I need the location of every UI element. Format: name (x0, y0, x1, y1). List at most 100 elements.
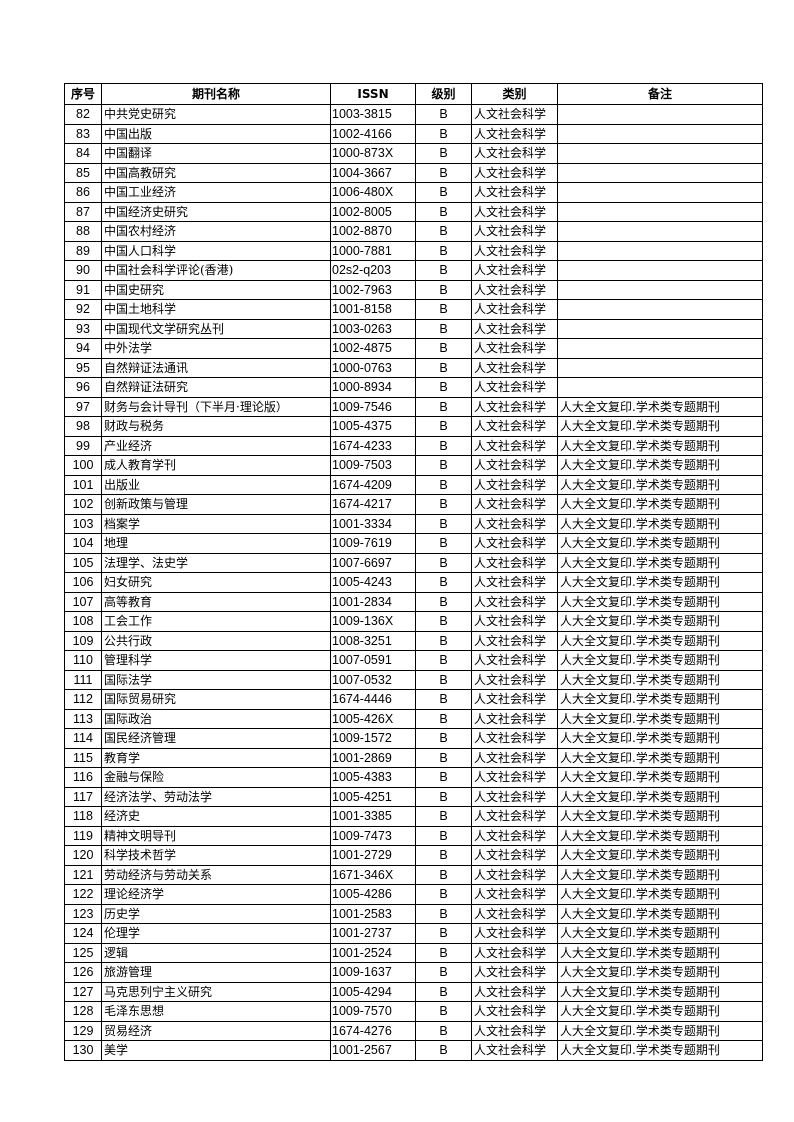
issn-cell: 1674-4233 (330, 435, 416, 456)
remarks-cell: 人大全文复印.学术类专题期刊 (557, 591, 763, 612)
journal-name-cell: 出版业 (101, 474, 331, 495)
table-row: 84 中国翻译 1000-873X B 人文社会科学 (64, 143, 763, 164)
issn-cell: 1005-4294 (330, 981, 416, 1002)
remarks-cell: 人大全文复印.学术类专题期刊 (557, 689, 763, 710)
category-cell: 人文社会科学 (471, 981, 558, 1002)
category-cell: 人文社会科学 (471, 1040, 558, 1061)
remarks-cell (557, 377, 763, 398)
issn-cell: 1005-4251 (330, 786, 416, 807)
level-cell: B (415, 494, 472, 515)
level-cell: B (415, 552, 472, 573)
row-index-cell: 99 (64, 435, 102, 456)
remarks-cell: 人大全文复印.学术类专题期刊 (557, 864, 763, 885)
journal-name-cell: 自然辩证法通讯 (101, 357, 331, 378)
remarks-cell: 人大全文复印.学术类专题期刊 (557, 533, 763, 554)
issn-cell: 1005-4375 (330, 416, 416, 437)
table-row: 92 中国土地科学 1001-8158 B 人文社会科学 (64, 299, 763, 320)
remarks-cell: 人大全文复印.学术类专题期刊 (557, 435, 763, 456)
table-row: 118 经济史 1001-3385 B 人文社会科学 人大全文复印.学术类专题期刊 (64, 806, 763, 827)
row-index-cell: 109 (64, 630, 102, 651)
journal-name-cell: 成人教育学刊 (101, 455, 331, 476)
issn-cell: 1005-4286 (330, 884, 416, 905)
level-cell: B (415, 825, 472, 846)
table-row: 110 管理科学 1007-0591 B 人文社会科学 人大全文复印.学术类专题期刊 (64, 650, 763, 671)
category-cell: 人文社会科学 (471, 260, 558, 281)
level-cell: B (415, 806, 472, 827)
issn-cell: 02s2-q203 (330, 260, 416, 281)
level-cell: B (415, 377, 472, 398)
category-cell: 人文社会科学 (471, 240, 558, 261)
level-cell: B (415, 591, 472, 612)
table-row: 94 中外法学 1002-4875 B 人文社会科学 (64, 338, 763, 359)
row-index-cell: 128 (64, 1001, 102, 1022)
remarks-cell: 人大全文复印.学术类专题期刊 (557, 728, 763, 749)
issn-cell: 1004-3667 (330, 162, 416, 183)
level-cell: B (415, 669, 472, 690)
row-index-cell: 118 (64, 806, 102, 827)
journal-name-cell: 国际贸易研究 (101, 689, 331, 710)
level-cell: B (415, 435, 472, 456)
issn-cell: 1000-0763 (330, 357, 416, 378)
issn-cell: 1009-7546 (330, 396, 416, 417)
journal-name-cell: 历史学 (101, 903, 331, 924)
table-row: 116 金融与保险 1005-4383 B 人文社会科学 人大全文复印.学术类专题期刊 (64, 767, 763, 788)
issn-cell: 1009-1637 (330, 962, 416, 983)
issn-cell: 1000-873X (330, 143, 416, 164)
category-cell: 人文社会科学 (471, 338, 558, 359)
header-level: 级别 (415, 83, 472, 105)
issn-cell: 1001-2524 (330, 942, 416, 963)
remarks-cell (557, 104, 763, 125)
category-cell: 人文社会科学 (471, 669, 558, 690)
category-cell: 人文社会科学 (471, 143, 558, 164)
journal-name-cell: 毛泽东思想 (101, 1001, 331, 1022)
journal-name-cell: 档案学 (101, 513, 331, 534)
level-cell: B (415, 123, 472, 144)
table-row: 109 公共行政 1008-3251 B 人文社会科学 人大全文复印.学术类专题期刊 (64, 630, 763, 651)
category-cell: 人文社会科学 (471, 767, 558, 788)
row-index-cell: 97 (64, 396, 102, 417)
table-row: 120 科学技术哲学 1001-2729 B 人文社会科学 人大全文复印.学术类专题期刊 (64, 845, 763, 866)
issn-cell: 1674-4276 (330, 1020, 416, 1041)
journal-name-cell: 中国土地科学 (101, 299, 331, 320)
category-cell: 人文社会科学 (471, 708, 558, 729)
row-index-cell: 125 (64, 942, 102, 963)
header-row: 序号 期刊名称 ISSN 级别 类别 备注 (64, 83, 763, 105)
journal-name-cell: 经济史 (101, 806, 331, 827)
table-row: 91 中国史研究 1002-7963 B 人文社会科学 (64, 279, 763, 300)
table-row: 113 国际政治 1005-426X B 人文社会科学 人大全文复印.学术类专题期刊 (64, 708, 763, 729)
table-row: 117 经济法学、劳动法学 1005-4251 B 人文社会科学 人大全文复印.学术类专题… (64, 786, 763, 807)
remarks-cell (557, 299, 763, 320)
row-index-cell: 86 (64, 182, 102, 203)
row-index-cell: 126 (64, 962, 102, 983)
remarks-cell: 人大全文复印.学术类专题期刊 (557, 884, 763, 905)
journal-name-cell: 旅游管理 (101, 962, 331, 983)
row-index-cell: 112 (64, 689, 102, 710)
issn-cell: 1007-0532 (330, 669, 416, 690)
level-cell: B (415, 338, 472, 359)
table-row: 106 妇女研究 1005-4243 B 人文社会科学 人大全文复印.学术类专题期刊 (64, 572, 763, 593)
issn-cell: 1007-6697 (330, 552, 416, 573)
issn-cell: 1671-346X (330, 864, 416, 885)
category-cell: 人文社会科学 (471, 435, 558, 456)
category-cell: 人文社会科学 (471, 182, 558, 203)
issn-cell: 1001-2583 (330, 903, 416, 924)
journal-name-cell: 中国史研究 (101, 279, 331, 300)
category-cell: 人文社会科学 (471, 474, 558, 495)
journal-name-cell: 逻辑 (101, 942, 331, 963)
table-row: 102 创新政策与管理 1674-4217 B 人文社会科学 人大全文复印.学术类专题期刊 (64, 494, 763, 515)
issn-cell: 1001-2869 (330, 747, 416, 768)
journal-name-cell: 中国社会科学评论(香港) (101, 260, 331, 281)
row-index-cell: 104 (64, 533, 102, 554)
category-cell: 人文社会科学 (471, 923, 558, 944)
issn-cell: 1001-2834 (330, 591, 416, 612)
level-cell: B (415, 474, 472, 495)
journal-name-cell: 教育学 (101, 747, 331, 768)
category-cell: 人文社会科学 (471, 377, 558, 398)
row-index-cell: 116 (64, 767, 102, 788)
remarks-cell: 人大全文复印.学术类专题期刊 (557, 669, 763, 690)
journal-name-cell: 创新政策与管理 (101, 494, 331, 515)
journal-name-cell: 法理学、法史学 (101, 552, 331, 573)
category-cell: 人文社会科学 (471, 533, 558, 554)
category-cell: 人文社会科学 (471, 513, 558, 534)
row-index-cell: 127 (64, 981, 102, 1002)
